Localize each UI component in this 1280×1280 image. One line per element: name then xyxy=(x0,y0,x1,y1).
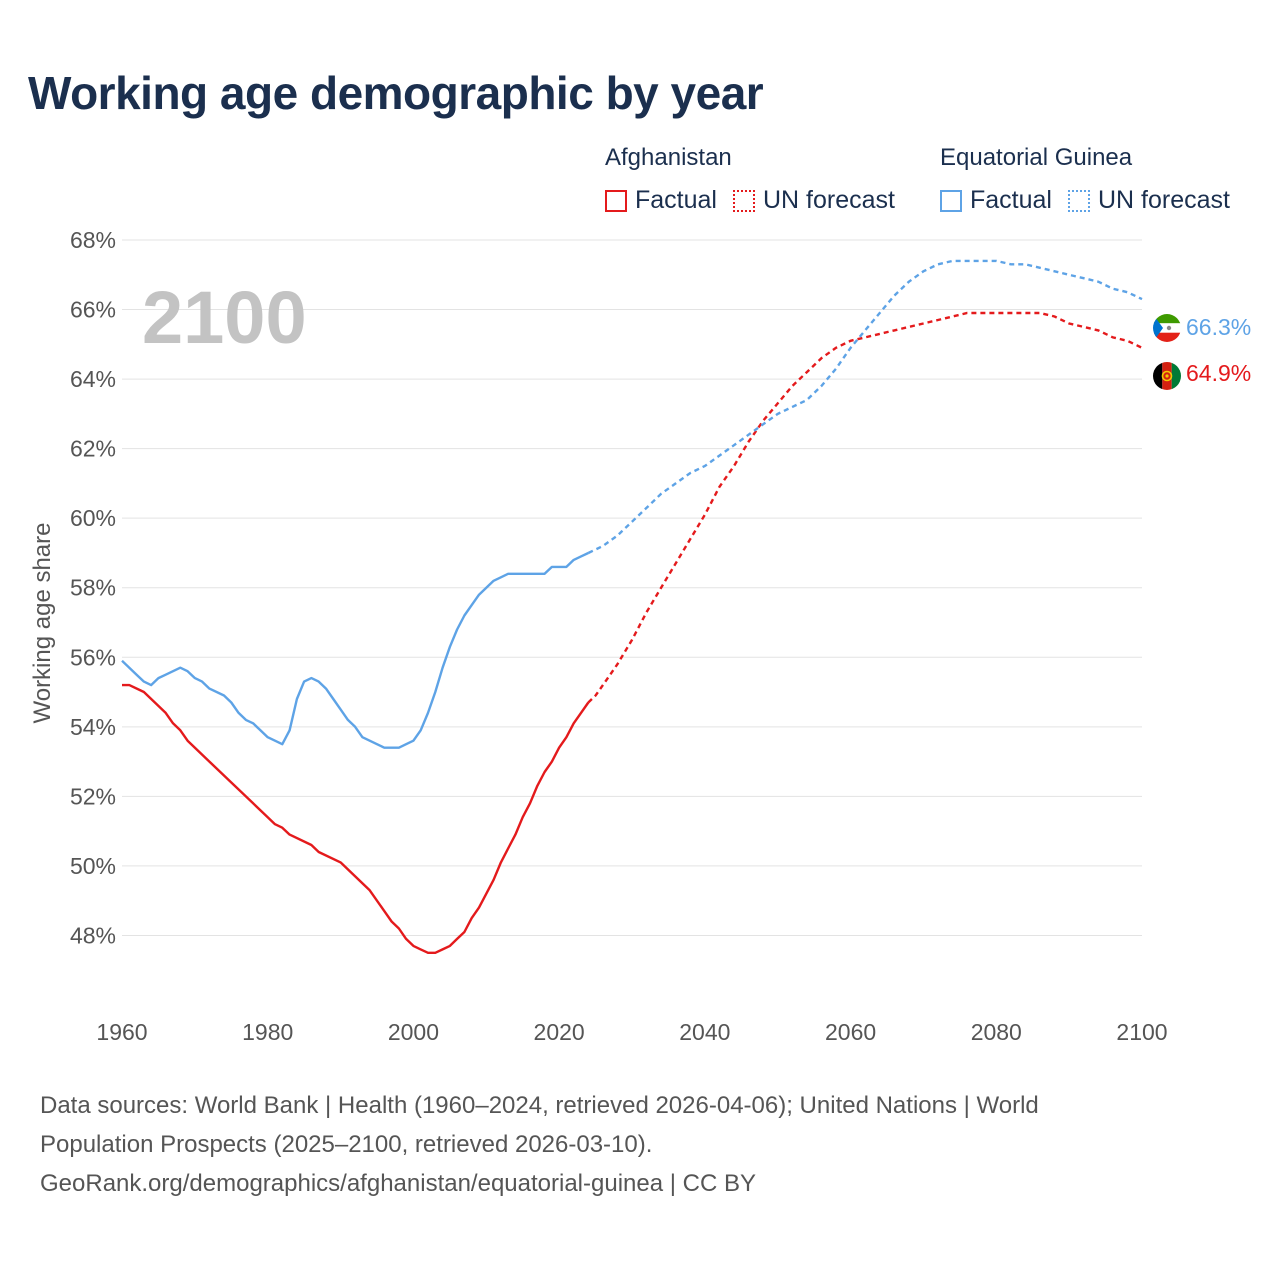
x-tick-label: 2100 xyxy=(1116,1019,1167,1045)
x-tick-label: 2040 xyxy=(679,1019,730,1045)
legend-swatch-dotted xyxy=(732,189,755,212)
y-tick-label: 56% xyxy=(70,644,116,670)
equatorial-guinea-flag-icon xyxy=(1153,314,1181,342)
y-tick-label: 68% xyxy=(70,227,116,253)
end-label-afghanistan: 64.9% xyxy=(1186,360,1251,386)
legend-country-afghanistan: Afghanistan xyxy=(605,144,732,171)
series-line-equatorial-guinea-forecast[interactable] xyxy=(587,259,1143,555)
y-tick-label: 58% xyxy=(70,575,116,601)
x-tick-label: 2000 xyxy=(388,1019,439,1045)
end-label-equatorial-guinea: 66.3% xyxy=(1186,314,1251,340)
legend-group-afghanistan: Afghanistan Factual UN forecast xyxy=(605,144,911,215)
sources-link[interactable]: GeoRank.org/demographics/afghanistan/equ… xyxy=(40,1170,756,1197)
y-tick-label: 62% xyxy=(70,436,116,462)
series-line-afghanistan-forecast[interactable] xyxy=(587,311,1143,704)
legend-item-afghanistan-forecast[interactable]: UN forecast xyxy=(732,186,895,215)
legend-label-forecast: UN forecast xyxy=(1097,186,1230,214)
legend-swatch-solid xyxy=(605,189,627,212)
legend-group-equatorial-guinea: Equatorial Guinea Factual UN forecast xyxy=(940,144,1246,215)
legend-label-factual: Factual xyxy=(635,186,717,214)
y-tick-label: 52% xyxy=(70,783,116,809)
end-markers xyxy=(1153,314,1181,390)
legend-item-equatorial-guinea-forecast[interactable]: UN forecast xyxy=(1067,186,1230,215)
grid-layer: 48% 50% 52% 54% 56% 58% 60% 62% 64% 66% 68% 1960 198… xyxy=(70,227,1168,1045)
y-tick-label: 54% xyxy=(70,714,116,740)
x-tick-label: 1960 xyxy=(96,1019,147,1045)
x-tick-label: 2020 xyxy=(534,1019,585,1045)
afghanistan-flag-icon xyxy=(1153,362,1181,390)
sources-line: Data sources: World Bank | Health (1960–… xyxy=(40,1092,1039,1119)
legend-swatch-solid xyxy=(940,189,962,212)
data-sources: Data sources: World Bank | Health (1960–… xyxy=(40,1086,1240,1203)
legend-item-afghanistan-factual[interactable]: Factual xyxy=(605,186,717,215)
series-layer xyxy=(121,259,1143,954)
y-tick-label: 60% xyxy=(70,505,116,531)
y-tick-label: 48% xyxy=(70,922,116,948)
legend-country-equatorial-guinea: Equatorial Guinea xyxy=(940,144,1133,171)
legend-swatch-dotted xyxy=(1067,189,1090,212)
y-axis-label: Working age share xyxy=(29,523,56,724)
y-tick-label: 50% xyxy=(70,853,116,879)
year-watermark: 2100 xyxy=(142,276,307,359)
series-line-afghanistan-factual[interactable] xyxy=(122,683,590,954)
x-tick-label: 2080 xyxy=(971,1019,1022,1045)
x-tick-label: 2060 xyxy=(825,1019,876,1045)
sources-line: Population Prospects (2025–2100, retriev… xyxy=(40,1131,653,1158)
y-tick-label: 66% xyxy=(70,297,116,323)
legend-label-forecast: UN forecast xyxy=(762,186,895,214)
series-line-equatorial-guinea-factual[interactable] xyxy=(121,551,589,749)
x-tick-label: 1980 xyxy=(242,1019,293,1045)
legend-label-factual: Factual xyxy=(970,186,1052,214)
y-tick-label: 64% xyxy=(70,366,116,392)
chart-title: Working age demographic by year xyxy=(28,67,764,119)
legend-item-equatorial-guinea-factual[interactable]: Factual xyxy=(940,186,1052,215)
